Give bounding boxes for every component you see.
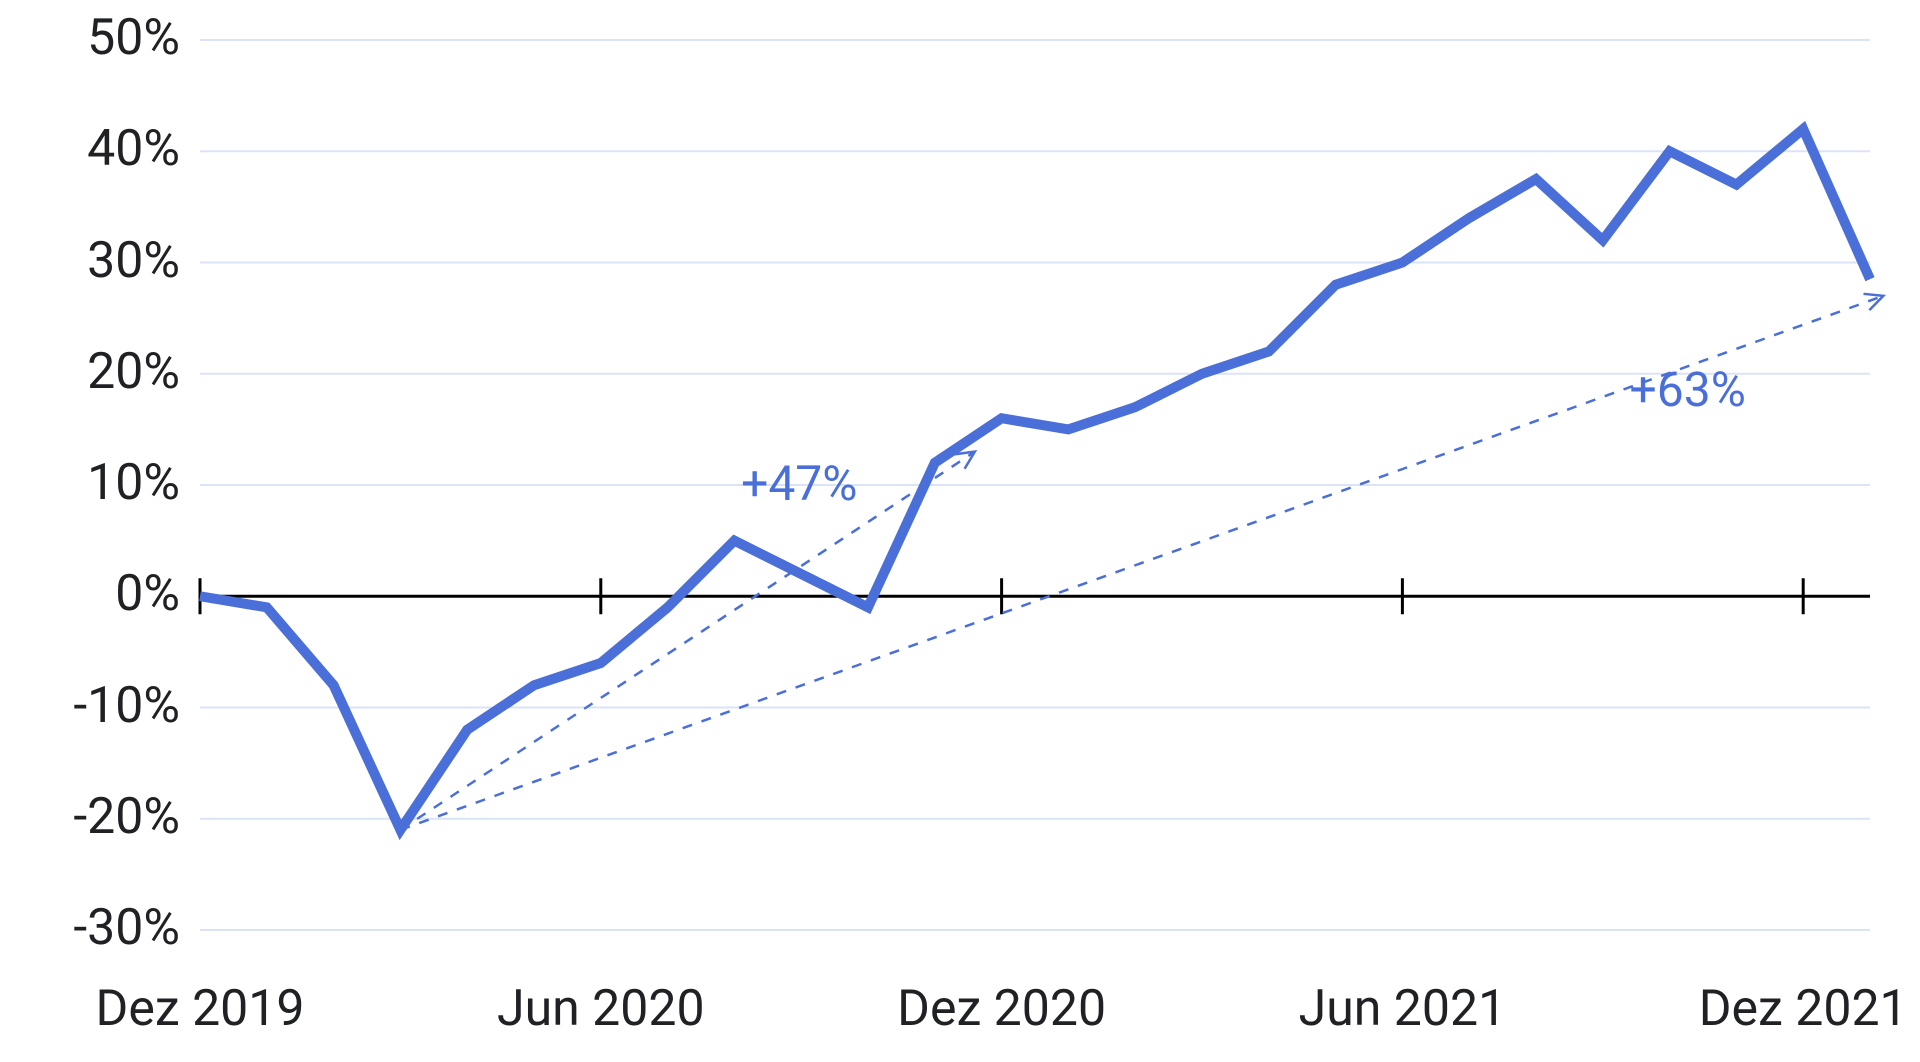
y-axis-label: -20%: [73, 788, 180, 846]
y-axis-label: -30%: [73, 899, 180, 957]
y-axis-label: 20%: [87, 343, 180, 401]
line-chart: -30% -20% -10% 0% 10% 20% 30% 40% 50% Dez 2019 Jun…: [0, 0, 1920, 1062]
y-axis-label: 0%: [115, 565, 180, 623]
y-axis-label: -10%: [73, 677, 180, 735]
y-axis-label: 40%: [87, 120, 180, 178]
y-axis-label: 10%: [87, 454, 180, 512]
x-axis-label: Dez 2019: [96, 980, 305, 1038]
y-axis-label: 50%: [87, 9, 180, 67]
x-axis-label: Jun 2021: [1299, 980, 1507, 1038]
x-axis-label: Dez 2020: [897, 980, 1106, 1038]
y-axis-label: 30%: [87, 232, 180, 290]
x-axis-label: Jun 2020: [497, 980, 705, 1038]
x-axis-label: Dez 2021: [1699, 980, 1908, 1038]
chart-svg: [0, 0, 1920, 1062]
chart-annotation: +47%: [741, 455, 857, 512]
chart-annotation: +63%: [1630, 361, 1746, 418]
